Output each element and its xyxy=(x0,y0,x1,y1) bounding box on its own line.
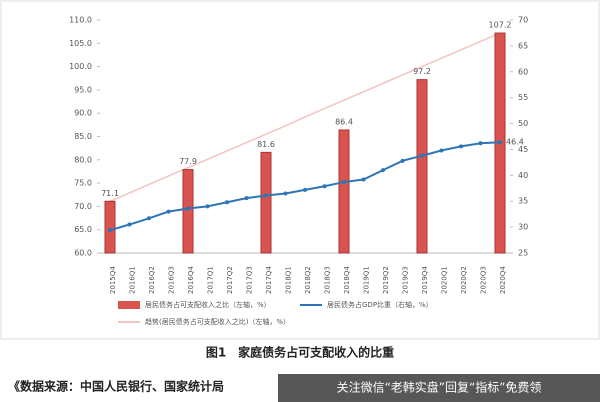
x-tick-label: 2016Q2 xyxy=(148,266,156,294)
line-marker xyxy=(264,193,268,198)
y-tick-label: 75.0 xyxy=(74,179,92,188)
x-tick-label: 2016Q3 xyxy=(168,266,176,294)
y2-tick-label: 45 xyxy=(518,145,528,154)
bar-label: 81.6 xyxy=(257,140,275,149)
y2-tick-label: 50 xyxy=(518,119,528,128)
legend-swatch xyxy=(118,301,140,309)
line-marker xyxy=(205,204,210,209)
line-marker xyxy=(283,191,288,196)
line-marker xyxy=(439,148,444,153)
line-marker xyxy=(400,158,405,163)
y2-tick-label: 30 xyxy=(518,223,528,232)
line-marker xyxy=(498,140,502,145)
line-marker xyxy=(303,187,307,192)
y-tick-label: 90.0 xyxy=(74,109,92,118)
x-tick-label: 2019Q3 xyxy=(402,266,410,294)
x-tick-label: 2018Q3 xyxy=(324,266,332,294)
legend-label: 居民债务占可支配收入之比（左轴，%） xyxy=(145,300,271,309)
chart-frame xyxy=(0,0,600,340)
x-tick-label: 2017Q2 xyxy=(226,266,234,294)
legend-label: 居民债务占GDP比重（右轴，%） xyxy=(327,300,433,309)
y2-tick-label: 60 xyxy=(518,67,528,76)
line-marker xyxy=(381,168,385,173)
x-tick-label: 2015Q4 xyxy=(109,266,117,294)
watermark-bg xyxy=(278,374,600,402)
bar xyxy=(104,200,116,254)
bar-label: 86.4 xyxy=(335,117,353,126)
line-marker xyxy=(459,144,463,149)
line-marker xyxy=(127,222,132,227)
y2-tick-label: 65 xyxy=(518,41,528,50)
line-marker xyxy=(166,209,171,214)
y-tick-label: 70.0 xyxy=(74,202,92,211)
bar-label: 71.1 xyxy=(101,189,119,198)
watermark: 关注微信“老韩实盘”回复“指标”免费领 xyxy=(337,380,542,395)
x-tick-label: 2017Q1 xyxy=(207,266,215,294)
legend-label: 趋势(居民债务占可支配收入之比)（左轴，%） xyxy=(145,317,290,326)
y-tick-label: 100.0 xyxy=(69,62,92,71)
bar xyxy=(338,129,350,254)
line-marker xyxy=(361,177,366,182)
y2-tick-label: 70 xyxy=(518,16,528,25)
x-tick-label: 2019Q1 xyxy=(363,266,371,294)
x-tick-label: 2016Q1 xyxy=(129,266,137,294)
line xyxy=(109,32,501,202)
bar xyxy=(182,169,194,254)
line-marker xyxy=(186,206,190,211)
line-end-label: 46.4 xyxy=(506,138,524,147)
x-tick-label: 2017Q4 xyxy=(265,266,273,294)
y-tick-label: 80.0 xyxy=(74,155,92,164)
bar xyxy=(416,79,428,254)
line-marker xyxy=(225,200,229,205)
bar-label: 97.2 xyxy=(413,67,431,76)
x-tick-label: 2020Q4 xyxy=(499,266,507,294)
x-tick-label: 2016Q4 xyxy=(187,266,195,294)
x-tick-label: 2017Q3 xyxy=(246,266,254,294)
chart-title: 图1 家庭债务占可支配收入的比重 xyxy=(206,345,394,360)
y2-tick-label: 55 xyxy=(518,93,528,102)
bar-label: 77.9 xyxy=(179,157,197,166)
x-tick-label: 2018Q2 xyxy=(304,266,312,294)
y-tick-label: 60.0 xyxy=(74,249,92,258)
y2-tick-label: 25 xyxy=(518,249,528,258)
line-marker xyxy=(244,196,249,201)
y-tick-label: 110.0 xyxy=(69,16,92,25)
line-marker xyxy=(147,216,151,221)
line-marker xyxy=(342,180,346,185)
line-marker xyxy=(478,141,483,146)
y-tick-label: 95.0 xyxy=(74,85,92,94)
x-tick-label: 2018Q1 xyxy=(285,266,293,294)
x-tick-label: 2020Q2 xyxy=(460,266,468,294)
y-tick-label: 85.0 xyxy=(74,132,92,141)
line-marker xyxy=(420,153,424,158)
y2-tick-label: 35 xyxy=(518,197,528,206)
x-tick-label: 2020Q3 xyxy=(480,266,488,294)
line-marker xyxy=(322,184,327,189)
y-tick-label: 105.0 xyxy=(69,39,92,48)
bar xyxy=(260,151,272,254)
y2-tick-label: 40 xyxy=(518,171,528,180)
source: 《数据来源：中国人民银行、国家统计局 xyxy=(8,379,224,394)
x-tick-label: 2019Q2 xyxy=(382,266,390,294)
x-tick-label: 2020Q1 xyxy=(441,266,449,294)
x-tick-label: 2019Q4 xyxy=(421,266,429,294)
x-tick-label: 2018Q4 xyxy=(343,266,351,294)
line-marker xyxy=(108,228,112,233)
bar-label: 107.2 xyxy=(489,21,512,30)
y-tick-label: 65.0 xyxy=(74,225,92,234)
